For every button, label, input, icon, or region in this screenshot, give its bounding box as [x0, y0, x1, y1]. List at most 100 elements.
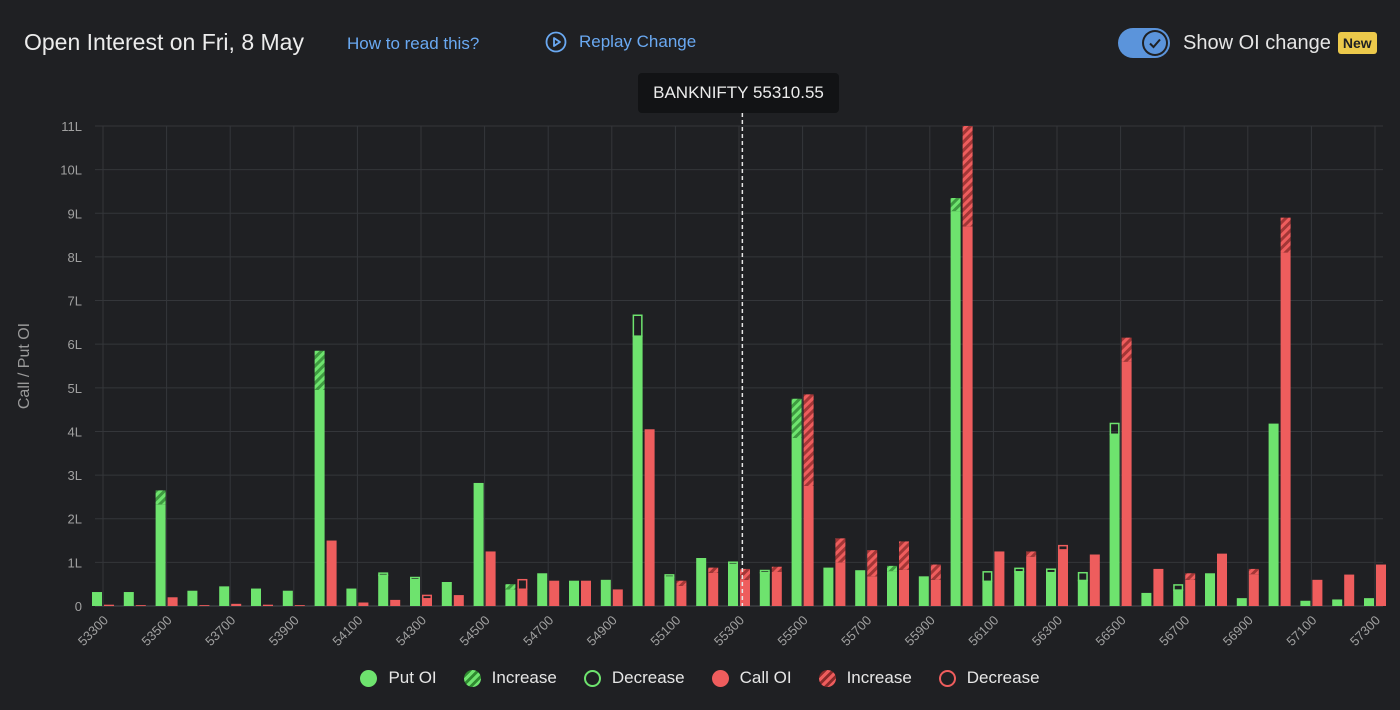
call-oi-bar[interactable] — [581, 580, 591, 606]
call-increase-bar[interactable] — [962, 126, 973, 227]
put-oi-bar[interactable] — [505, 589, 516, 606]
put-oi-bar[interactable] — [1046, 571, 1056, 606]
put-decrease-bar[interactable] — [1014, 567, 1025, 573]
how-to-read-link[interactable]: How to read this? — [347, 34, 480, 53]
call-oi-bar[interactable] — [803, 486, 814, 606]
call-oi-bar[interactable] — [263, 604, 273, 606]
call-oi-bar[interactable] — [1344, 574, 1355, 606]
put-increase-bar[interactable] — [155, 490, 166, 505]
put-oi-bar[interactable] — [855, 570, 866, 606]
put-oi-bar[interactable] — [187, 590, 198, 606]
call-oi-bar[interactable] — [708, 572, 719, 606]
call-oi-bar[interactable] — [1312, 579, 1323, 606]
call-oi-bar[interactable] — [867, 576, 878, 606]
show-oi-change-toggle[interactable] — [1118, 28, 1170, 58]
call-increase-bar[interactable] — [740, 568, 750, 580]
put-oi-bar[interactable] — [600, 579, 611, 606]
put-decrease-bar[interactable] — [982, 571, 993, 583]
put-oi-bar[interactable] — [1077, 579, 1088, 606]
legend-call-oi[interactable]: Call OI — [711, 668, 792, 688]
put-oi-bar[interactable] — [473, 482, 484, 606]
call-oi-bar[interactable] — [1121, 361, 1132, 606]
call-decrease-bar[interactable] — [422, 594, 432, 600]
put-oi-bar[interactable] — [696, 558, 707, 606]
put-increase-bar[interactable] — [950, 198, 961, 212]
put-decrease-bar[interactable] — [1046, 568, 1056, 574]
put-decrease-bar[interactable] — [664, 574, 675, 578]
put-oi-bar[interactable] — [918, 576, 929, 606]
put-oi-bar[interactable] — [823, 567, 834, 606]
put-decrease-bar[interactable] — [759, 569, 770, 574]
put-decrease-bar[interactable] — [632, 314, 643, 337]
put-oi-bar[interactable] — [664, 576, 675, 606]
call-oi-bar[interactable] — [835, 562, 846, 606]
put-oi-bar[interactable] — [1332, 599, 1343, 606]
call-oi-bar[interactable] — [1026, 556, 1037, 606]
call-oi-bar[interactable] — [199, 605, 210, 606]
call-oi-bar[interactable] — [390, 599, 401, 606]
put-oi-bar[interactable] — [569, 580, 579, 606]
put-decrease-bar[interactable] — [1173, 584, 1184, 591]
call-oi-bar[interactable] — [1248, 574, 1259, 606]
put-oi-bar[interactable] — [537, 573, 548, 606]
put-increase-bar[interactable] — [887, 565, 897, 572]
put-oi-bar[interactable] — [441, 582, 452, 606]
put-decrease-bar[interactable] — [1077, 571, 1088, 582]
legend-call-increase[interactable]: Increase — [818, 668, 912, 688]
call-oi-bar[interactable] — [453, 595, 464, 606]
put-oi-bar[interactable] — [346, 588, 357, 606]
call-increase-bar[interactable] — [708, 567, 719, 573]
call-oi-bar[interactable] — [1217, 553, 1227, 606]
call-increase-bar[interactable] — [676, 580, 687, 586]
call-oi-bar[interactable] — [485, 551, 496, 606]
call-decrease-bar[interactable] — [1058, 544, 1068, 551]
put-oi-bar[interactable] — [251, 588, 261, 606]
put-oi-bar[interactable] — [123, 592, 134, 606]
put-decrease-bar[interactable] — [410, 576, 420, 581]
call-increase-bar[interactable] — [1248, 568, 1259, 575]
replay-change-button[interactable]: Replay Change — [545, 31, 696, 53]
put-oi-bar[interactable] — [791, 438, 802, 606]
put-oi-bar[interactable] — [887, 571, 897, 606]
put-oi-bar[interactable] — [1014, 571, 1025, 606]
call-oi-bar[interactable] — [517, 588, 528, 606]
call-increase-bar[interactable] — [1026, 551, 1037, 557]
put-oi-bar[interactable] — [1109, 433, 1120, 606]
call-oi-bar[interactable] — [1185, 579, 1196, 606]
put-oi-bar[interactable] — [219, 586, 230, 606]
put-oi-bar[interactable] — [1236, 598, 1247, 606]
put-increase-bar[interactable] — [314, 350, 325, 390]
call-increase-bar[interactable] — [1185, 573, 1196, 580]
put-oi-bar[interactable] — [314, 390, 325, 606]
legend-put-increase[interactable]: Increase — [463, 668, 557, 688]
call-increase-bar[interactable] — [771, 566, 782, 572]
call-increase-bar[interactable] — [1121, 337, 1132, 362]
call-oi-bar[interactable] — [104, 604, 114, 606]
call-oi-bar[interactable] — [231, 603, 242, 606]
legend-call-decrease[interactable]: Decrease — [938, 668, 1040, 688]
put-oi-bar[interactable] — [155, 504, 166, 606]
put-oi-bar[interactable] — [1364, 598, 1374, 606]
put-increase-bar[interactable] — [791, 398, 802, 438]
call-oi-bar[interactable] — [1280, 252, 1291, 606]
call-oi-bar[interactable] — [422, 598, 432, 606]
put-oi-bar[interactable] — [982, 580, 993, 606]
call-oi-bar[interactable] — [899, 569, 909, 606]
call-oi-bar[interactable] — [135, 605, 146, 606]
put-increase-bar[interactable] — [505, 584, 516, 590]
call-increase-bar[interactable] — [867, 550, 878, 577]
put-oi-bar[interactable] — [728, 563, 738, 606]
call-oi-bar[interactable] — [1058, 549, 1068, 606]
call-oi-bar[interactable] — [1153, 568, 1164, 606]
legend-put-oi[interactable]: Put OI — [360, 668, 437, 688]
put-oi-bar[interactable] — [950, 211, 961, 606]
put-oi-bar[interactable] — [92, 592, 102, 606]
call-increase-bar[interactable] — [803, 394, 814, 486]
call-oi-bar[interactable] — [358, 602, 369, 606]
call-oi-bar[interactable] — [612, 589, 623, 606]
put-oi-bar[interactable] — [1141, 592, 1152, 606]
call-oi-bar[interactable] — [1376, 564, 1386, 606]
put-oi-bar[interactable] — [632, 335, 643, 606]
put-oi-bar[interactable] — [378, 574, 389, 606]
call-decrease-bar[interactable] — [517, 578, 528, 591]
